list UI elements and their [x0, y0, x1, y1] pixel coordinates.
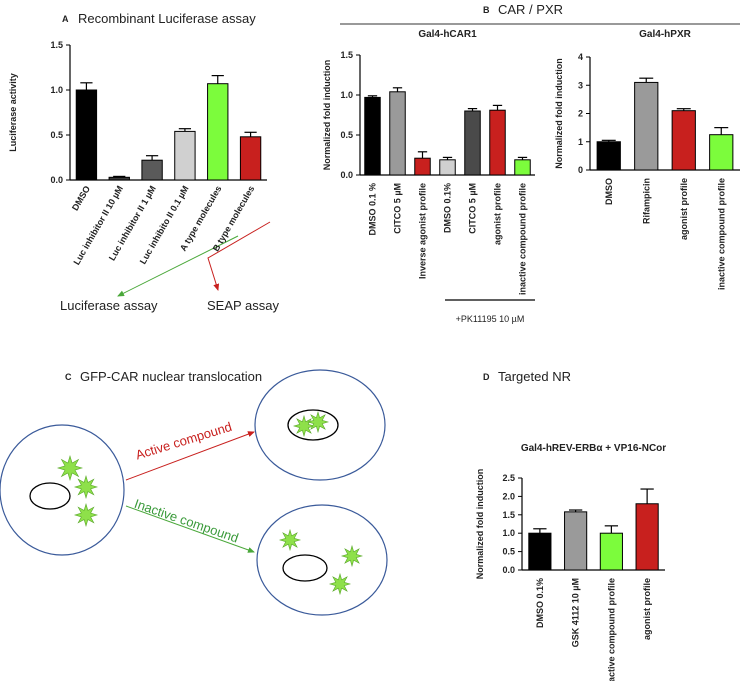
- bar: [564, 511, 588, 571]
- x-tick-label: agonist profile: [642, 578, 652, 640]
- y-axis-label: Normalized fold induction: [554, 58, 564, 169]
- bar: [514, 159, 531, 176]
- x-tick-label: DMSO 0.1%: [535, 578, 545, 628]
- panel-letter: D: [483, 372, 490, 382]
- annotation: Inactive compound: [132, 496, 240, 546]
- y-tick-label: 0.5: [340, 130, 353, 140]
- x-tick-label: agonist profile: [493, 183, 503, 245]
- x-tick-label: DMSO 0.1%: [443, 183, 453, 233]
- x-tick-label: CITCO 5 µM: [468, 183, 478, 234]
- arrow: [125, 431, 255, 481]
- bar: [596, 141, 621, 171]
- chart-title: Gal4-hREV-ERBα + VP16-NCor: [521, 443, 666, 454]
- x-tick-label: inactive compound profile: [606, 578, 616, 681]
- y-tick-label: 1.0: [50, 85, 63, 95]
- y-tick-label: 0: [578, 165, 583, 175]
- y-tick-label: 2.0: [502, 491, 515, 501]
- x-tick-label: Rifampicin: [641, 178, 651, 224]
- bar: [239, 136, 262, 181]
- annotation: SEAP assay: [207, 298, 280, 313]
- x-tick-label: inactive compound profile: [518, 183, 528, 295]
- panel-title: GFP-CAR nuclear translocation: [80, 369, 262, 384]
- bar: [389, 91, 406, 176]
- panel-letter: C: [65, 372, 72, 382]
- y-tick-label: 4: [578, 52, 583, 62]
- nucleus: [282, 554, 328, 582]
- bar: [207, 83, 229, 181]
- chart-title: Gal4-hPXR: [639, 29, 691, 40]
- bar: [634, 81, 659, 171]
- cell: [256, 504, 388, 616]
- y-tick-label: 2.5: [502, 473, 515, 483]
- gfp-marker: [328, 572, 352, 596]
- y-tick-label: 1.5: [502, 510, 515, 520]
- x-tick-label: CITCO 5 µM: [393, 183, 403, 234]
- panel-title: CAR / PXR: [498, 2, 563, 17]
- y-tick-label: 1.5: [340, 50, 353, 60]
- gfp-marker: [292, 414, 316, 438]
- gfp-marker: [73, 474, 99, 500]
- panel-title: Targeted NR: [498, 369, 571, 384]
- bar: [174, 130, 196, 181]
- x-tick-label: DMSO: [604, 178, 614, 205]
- cell: [254, 369, 386, 481]
- y-axis-label: Luciferase activity: [8, 73, 18, 152]
- bar: [108, 176, 130, 181]
- annotation: Active compound: [134, 419, 234, 463]
- bar: [528, 532, 552, 571]
- bar: [141, 159, 163, 181]
- bar: [599, 532, 623, 571]
- gfp-marker: [73, 502, 99, 528]
- y-tick-label: 0.0: [50, 175, 63, 185]
- x-tick-label: Inverse agonist profile: [418, 183, 428, 279]
- y-tick-label: 1: [578, 137, 583, 147]
- gfp-marker: [306, 410, 330, 434]
- panel-letter: B: [483, 5, 490, 15]
- y-axis-label: Normalized fold induction: [475, 469, 485, 580]
- y-tick-label: 1.0: [502, 528, 515, 538]
- y-tick-label: 0.0: [340, 170, 353, 180]
- bar: [671, 110, 696, 171]
- bar: [464, 110, 481, 176]
- y-tick-label: 0.5: [502, 547, 515, 557]
- nucleus: [29, 482, 71, 510]
- y-tick-label: 1.5: [50, 40, 63, 50]
- annotation: +PK11195 10 µM: [456, 314, 525, 324]
- gfp-marker: [340, 544, 364, 568]
- bar: [364, 96, 381, 176]
- y-tick-label: 0.5: [50, 130, 63, 140]
- gfp-marker: [278, 528, 302, 552]
- x-tick-label: DMSO: [70, 184, 92, 212]
- y-tick-label: 3: [578, 80, 583, 90]
- gfp-marker: [56, 454, 84, 482]
- bar: [709, 134, 734, 171]
- nucleus: [287, 409, 339, 441]
- arrow: [117, 235, 239, 297]
- bar: [635, 503, 659, 571]
- cell: [0, 424, 125, 556]
- y-tick-label: 0.0: [502, 565, 515, 575]
- x-tick-label: GSK 4112 10 µM: [571, 578, 581, 647]
- y-axis-label: Normalized fold induction: [322, 60, 332, 171]
- arrow: [125, 505, 255, 553]
- x-tick-label: DMSO 0.1 %: [368, 183, 378, 236]
- bar: [439, 159, 456, 176]
- chart-title: Gal4-hCAR1: [418, 29, 477, 40]
- x-tick-label: agonist profile: [679, 178, 689, 240]
- bar: [414, 157, 431, 176]
- panel-letter: A: [62, 14, 69, 24]
- panel-title: Recombinant Luciferase assay: [78, 11, 256, 26]
- bar: [489, 109, 506, 176]
- arrow: [207, 221, 271, 291]
- bar: [75, 89, 98, 181]
- annotation: Luciferase assay: [60, 298, 158, 313]
- y-tick-label: 1.0: [340, 90, 353, 100]
- y-tick-label: 2: [578, 109, 583, 119]
- x-tick-label: inactive compound profile: [716, 178, 726, 290]
